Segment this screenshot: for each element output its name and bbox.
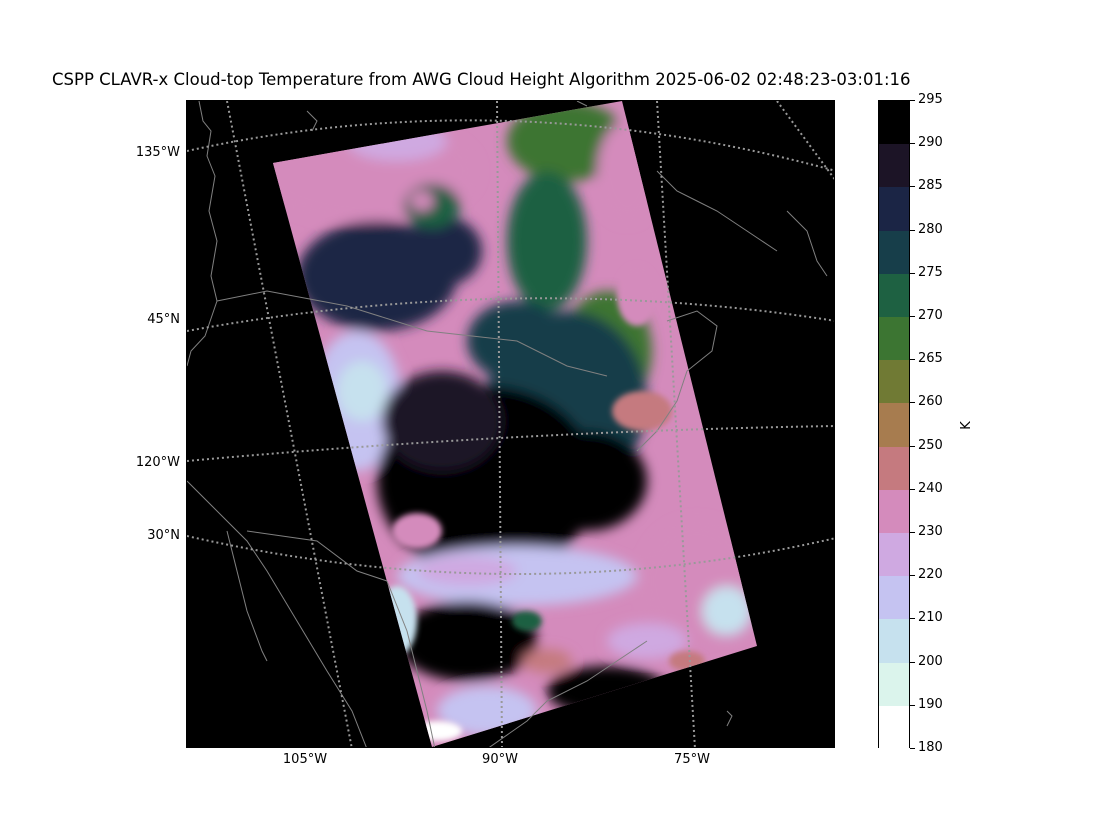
- map-label-90w: 90°W: [482, 752, 518, 767]
- figure-title: CSPP CLAVR-x Cloud-top Temperature from …: [52, 70, 911, 89]
- colorbar-tick-label: 285: [918, 178, 943, 194]
- colorbar-segment: [879, 101, 909, 145]
- colorbar-tick-label: 240: [918, 480, 943, 496]
- colorbar-tick-label: 200: [918, 653, 943, 669]
- map-label-120w: 120°W: [135, 455, 180, 470]
- colorbar-segment: [879, 489, 909, 534]
- map-label-135w: 135°W: [135, 145, 180, 160]
- colorbar-tick-label: 280: [918, 221, 943, 237]
- colorbar-segment: [879, 230, 909, 275]
- colorbar-tick-label: 295: [918, 92, 943, 107]
- colorbar-tick: [910, 143, 915, 145]
- colorbar-tick: [910, 402, 915, 404]
- map-label-75w: 75°W: [674, 752, 710, 767]
- colorbar-segment: [879, 619, 909, 664]
- colorbar-tick: [910, 316, 915, 317]
- map-canvas: [187, 101, 834, 747]
- temperature-colorbar: [878, 100, 910, 750]
- colorbar-tick: [910, 704, 915, 706]
- colorbar-tick: [910, 186, 915, 188]
- colorbar-segment: [879, 403, 909, 448]
- graticule: [187, 101, 834, 747]
- colorbar-segment: [879, 533, 909, 577]
- colorbar-tick: [910, 229, 915, 231]
- colorbar-tick: [910, 359, 915, 361]
- colorbar-tick-label: 250: [918, 437, 943, 453]
- colorbar-segment: [879, 360, 909, 404]
- colorbar-segment: [879, 273, 909, 318]
- colorbar-tick: [910, 100, 915, 101]
- colorbar-segment: [879, 662, 909, 707]
- colorbar-tick: [910, 618, 915, 620]
- colorbar-segment: [879, 144, 909, 188]
- colorbar-segment: [879, 187, 909, 232]
- colorbar-tick-label: 180: [918, 740, 943, 755]
- colorbar-segment: [879, 317, 909, 361]
- colorbar-segment: [879, 576, 909, 620]
- colorbar-tick: [910, 488, 915, 490]
- colorbar-tick: [910, 532, 915, 533]
- colorbar-tick-label: 210: [918, 610, 943, 626]
- colorbar-tick: [910, 661, 915, 663]
- cloud-temperature-swath: [273, 101, 757, 747]
- colorbar-tick: [910, 575, 915, 577]
- colorbar-tick: [910, 748, 915, 749]
- colorbar-tick-label: 260: [918, 394, 943, 410]
- colorbar-segment: [879, 705, 909, 750]
- colorbar-tick-label: 275: [918, 264, 943, 280]
- colorbar-tick-label: 270: [918, 308, 943, 323]
- coastlines: [187, 101, 828, 747]
- colorbar-unit-label: K: [958, 421, 974, 430]
- colorbar-tick-label: 230: [918, 524, 943, 539]
- colorbar-tick-label: 190: [918, 696, 943, 712]
- map-label-30n: 30°N: [147, 528, 180, 543]
- map-label-105w: 105°W: [282, 752, 328, 767]
- map-panel[interactable]: [186, 100, 835, 748]
- colorbar-tick-label: 290: [918, 135, 943, 151]
- colorbar-tick: [910, 272, 915, 274]
- map-label-45n: 45°N: [147, 312, 180, 327]
- colorbar-tick-label: 220: [918, 567, 943, 583]
- colorbar-tick-label: 265: [918, 351, 943, 367]
- colorbar-segment: [879, 446, 909, 491]
- colorbar-tick: [910, 445, 915, 447]
